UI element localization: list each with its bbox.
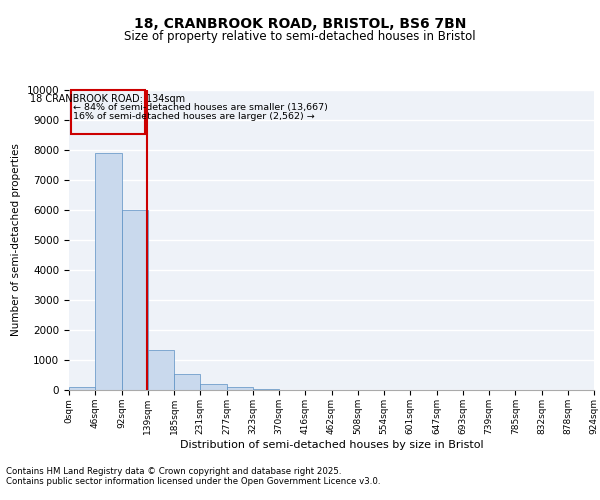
Bar: [227, 387, 253, 390]
X-axis label: Distribution of semi-detached houses by size in Bristol: Distribution of semi-detached houses by …: [179, 440, 484, 450]
Text: 18 CRANBROOK ROAD: 134sqm: 18 CRANBROOK ROAD: 134sqm: [30, 94, 185, 104]
Text: 16% of semi-detached houses are larger (2,562) →: 16% of semi-detached houses are larger (…: [73, 112, 315, 121]
Bar: [253, 389, 279, 390]
Text: Size of property relative to semi-detached houses in Bristol: Size of property relative to semi-detach…: [124, 30, 476, 43]
Y-axis label: Number of semi-detached properties: Number of semi-detached properties: [11, 144, 21, 336]
Bar: [69, 387, 95, 390]
Bar: [174, 374, 200, 390]
Text: Contains public sector information licensed under the Open Government Licence v3: Contains public sector information licen…: [6, 477, 380, 486]
Text: Contains HM Land Registry data © Crown copyright and database right 2025.: Contains HM Land Registry data © Crown c…: [6, 467, 341, 476]
Bar: [71, 90, 145, 134]
Bar: [200, 384, 227, 390]
Text: 18, CRANBROOK ROAD, BRISTOL, BS6 7BN: 18, CRANBROOK ROAD, BRISTOL, BS6 7BN: [134, 18, 466, 32]
Text: ← 84% of semi-detached houses are smaller (13,667): ← 84% of semi-detached houses are smalle…: [73, 103, 328, 112]
Bar: [148, 350, 174, 390]
Bar: [95, 153, 121, 390]
Bar: [121, 210, 148, 390]
